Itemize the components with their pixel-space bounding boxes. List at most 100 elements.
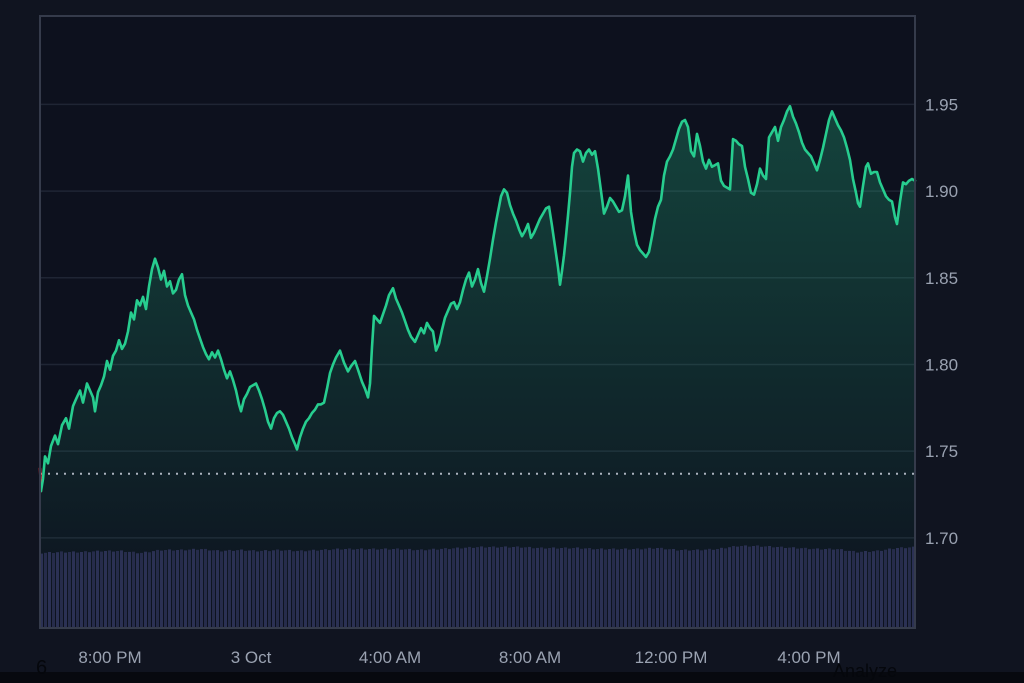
volume-bar: [404, 549, 407, 628]
volume-bar: [316, 550, 319, 628]
volume-bar: [552, 547, 555, 628]
volume-bar: [548, 548, 551, 628]
volume-bar: [220, 551, 223, 628]
volume-bar: [460, 548, 463, 628]
volume-bar: [424, 550, 427, 628]
volume-bar: [300, 550, 303, 628]
volume-bar: [488, 547, 491, 628]
volume-bar: [596, 549, 599, 628]
volume-bar: [508, 547, 511, 628]
volume-bar: [312, 549, 315, 628]
volume-bar: [160, 550, 163, 628]
volume-bar: [324, 549, 327, 628]
volume-bar: [748, 546, 751, 628]
volume-bar: [48, 552, 51, 628]
volume-bar: [348, 548, 351, 628]
volume-bar: [536, 547, 539, 628]
volume-bar: [816, 548, 819, 628]
volume-bar: [92, 551, 95, 628]
volume-bar: [432, 548, 435, 628]
volume-bar: [860, 551, 863, 628]
volume-bar: [584, 548, 587, 628]
volume-bar: [44, 552, 47, 628]
volume-bar: [560, 548, 563, 628]
volume-bar: [264, 550, 267, 628]
volume-bar: [588, 548, 591, 628]
volume-bar: [512, 547, 515, 628]
volume-bar: [528, 546, 531, 628]
volume-bar: [292, 551, 295, 628]
volume-bar: [192, 548, 195, 628]
volume-bar: [124, 552, 127, 628]
volume-bar: [40, 553, 43, 628]
volume-bar: [80, 552, 83, 628]
volume-bar: [636, 548, 639, 628]
volume-bar: [904, 548, 907, 628]
volume-bar: [640, 549, 643, 628]
volume-bar: [616, 549, 619, 628]
volume-bar: [464, 547, 467, 628]
volume-bar: [828, 548, 831, 628]
volume-bar: [96, 550, 99, 628]
volume-bar: [388, 549, 391, 628]
volume-bar: [84, 551, 87, 628]
volume-bar: [104, 551, 107, 628]
volume-bar: [332, 549, 335, 628]
volume-bar: [204, 548, 207, 628]
volume-bar: [836, 549, 839, 628]
x-axis-tick-label: 3 Oct: [231, 648, 272, 667]
volume-bar: [240, 549, 243, 628]
volume-bar: [200, 549, 203, 628]
price-line: [39, 104, 917, 493]
volume-bar: [344, 549, 347, 628]
volume-bar: [496, 547, 499, 628]
volume-bar: [852, 550, 855, 628]
volume-bar: [72, 551, 75, 628]
volume-bar: [568, 548, 571, 628]
x-axis-tick-label: 4:00 PM: [777, 648, 840, 667]
volume-bar: [796, 548, 799, 628]
volume-bar: [604, 549, 607, 628]
volume-bar: [280, 550, 283, 628]
volume-bar: [120, 550, 123, 628]
volume-bar: [304, 551, 307, 628]
volume-bar: [468, 546, 471, 628]
volume-bar: [88, 552, 91, 628]
volume-bar: [188, 549, 191, 628]
volume-bar: [848, 550, 851, 628]
volume-bar: [844, 550, 847, 628]
volume-bar: [320, 549, 323, 628]
area-fill: [40, 106, 915, 628]
volume-bar: [168, 549, 171, 628]
volume-bar: [648, 547, 651, 628]
volume-bar: [772, 547, 775, 628]
volume-bar: [872, 551, 875, 628]
volume-bar: [780, 546, 783, 628]
volume-bar: [448, 549, 451, 628]
volume-bar: [656, 548, 659, 628]
plot-frame: [39, 15, 916, 629]
volume-bar: [444, 548, 447, 628]
volume-bar: [148, 552, 151, 628]
volume-bar: [532, 548, 535, 628]
volume-bar: [392, 549, 395, 628]
volume-bar: [296, 550, 299, 628]
volume-bar: [308, 550, 311, 628]
volume-bar: [116, 551, 119, 628]
volume-bar: [740, 546, 743, 628]
volume-bar: [56, 552, 59, 628]
analyze-link[interactable]: Analyze: [833, 661, 898, 681]
volume-bar: [676, 550, 679, 628]
volume-bar: [668, 549, 671, 628]
volume-bar: [712, 549, 715, 628]
volume-bar: [436, 549, 439, 628]
volume-bar: [708, 548, 711, 628]
volume-bar: [452, 548, 455, 628]
volume-bar: [792, 547, 795, 628]
volume-bar: [620, 549, 623, 628]
volume-bar: [744, 545, 747, 628]
volume-bar: [856, 552, 859, 628]
volume-bar: [820, 549, 823, 628]
volume-bar: [912, 546, 915, 628]
